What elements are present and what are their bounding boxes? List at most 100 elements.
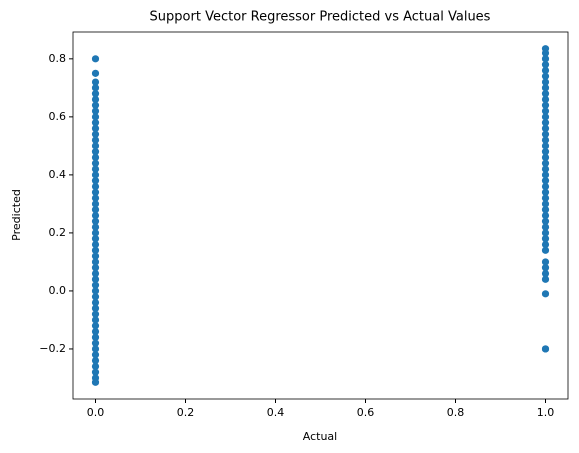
point <box>541 95 550 104</box>
point <box>541 136 550 144</box>
point <box>541 66 550 75</box>
point <box>541 290 550 298</box>
point <box>541 153 550 162</box>
point <box>541 269 550 278</box>
y-axis-label: Predicted <box>10 189 23 241</box>
plot-frame <box>72 31 569 400</box>
point <box>91 200 100 208</box>
y-tick-label: 0.4 <box>49 168 67 181</box>
point <box>91 113 100 121</box>
point <box>91 235 100 243</box>
point <box>91 229 100 237</box>
x-tick-label: 0.4 <box>267 406 285 419</box>
point <box>541 148 550 156</box>
point <box>541 258 550 266</box>
y-tick-label: 0.8 <box>49 52 67 65</box>
point <box>91 356 100 365</box>
point <box>91 119 100 127</box>
point <box>541 229 550 237</box>
point <box>541 206 550 214</box>
point <box>541 177 550 185</box>
point <box>91 136 100 144</box>
point <box>541 72 550 80</box>
point <box>91 339 100 347</box>
point <box>91 95 100 104</box>
point <box>541 235 550 243</box>
point <box>91 90 100 98</box>
point <box>91 194 100 202</box>
point <box>91 368 100 376</box>
point <box>541 345 550 353</box>
x-tick-label: 0.2 <box>177 406 195 419</box>
point <box>541 55 550 63</box>
point <box>91 107 100 115</box>
point <box>541 78 550 86</box>
point <box>91 327 100 336</box>
point <box>541 142 550 150</box>
point <box>541 84 550 92</box>
point <box>91 298 100 307</box>
point <box>91 269 100 278</box>
point <box>541 124 550 133</box>
point <box>91 177 100 185</box>
point <box>91 345 100 353</box>
x-tick-label: 0.8 <box>447 406 465 419</box>
point <box>541 275 550 283</box>
chart-title: Support Vector Regressor Predicted vs Ac… <box>150 10 491 25</box>
point <box>91 142 100 150</box>
point <box>541 200 550 208</box>
point <box>91 316 100 324</box>
y-tick-label: 0.6 <box>49 110 67 123</box>
point <box>91 362 100 370</box>
point <box>91 130 100 138</box>
point <box>541 182 550 191</box>
point <box>91 124 100 133</box>
point <box>91 281 100 289</box>
point <box>541 165 550 173</box>
point <box>91 374 100 382</box>
point <box>91 84 100 92</box>
point <box>91 217 100 225</box>
point <box>91 333 100 341</box>
point <box>541 113 550 121</box>
point <box>91 252 100 260</box>
point <box>91 206 100 214</box>
point <box>91 159 100 167</box>
x-axis-label: Actual <box>303 430 337 443</box>
point <box>91 101 100 109</box>
point <box>91 148 100 156</box>
point <box>541 101 550 109</box>
point <box>541 130 550 138</box>
point <box>91 258 100 266</box>
point <box>91 310 100 318</box>
point <box>541 217 550 225</box>
point <box>541 90 550 98</box>
point <box>91 287 100 295</box>
x-tick-label: 1.0 <box>537 406 555 419</box>
point <box>541 246 550 254</box>
point <box>541 211 550 220</box>
point <box>541 171 550 179</box>
point <box>91 264 100 272</box>
point <box>91 69 100 77</box>
point <box>91 55 100 63</box>
point <box>91 322 100 330</box>
x-tick-label: 0.0 <box>87 406 105 419</box>
point <box>91 246 100 254</box>
x-tick-label: 0.6 <box>357 406 375 419</box>
point <box>541 107 550 115</box>
point <box>91 351 100 359</box>
point <box>91 78 100 86</box>
point <box>91 304 100 312</box>
point <box>91 293 100 301</box>
point <box>541 240 550 249</box>
point <box>541 188 550 196</box>
point <box>91 211 100 220</box>
point <box>541 223 550 231</box>
y-tick-label: 0.0 <box>49 284 67 297</box>
point <box>541 61 550 69</box>
point <box>91 171 100 179</box>
point <box>91 153 100 162</box>
point <box>91 188 100 196</box>
